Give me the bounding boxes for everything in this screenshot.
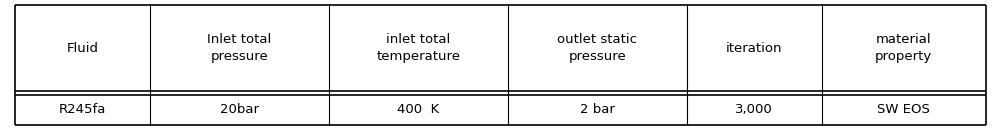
Text: inlet total
temperature: inlet total temperature <box>376 33 460 63</box>
Text: outlet static
pressure: outlet static pressure <box>558 33 638 63</box>
Text: iteration: iteration <box>726 42 783 55</box>
Text: 2 bar: 2 bar <box>580 103 615 116</box>
Text: 20bar: 20bar <box>220 103 259 116</box>
Text: SW EOS: SW EOS <box>878 103 930 116</box>
Text: Fluid: Fluid <box>67 42 98 55</box>
Text: Inlet total
pressure: Inlet total pressure <box>207 33 271 63</box>
Text: material
property: material property <box>875 33 933 63</box>
Text: 3,000: 3,000 <box>736 103 773 116</box>
Text: R245fa: R245fa <box>59 103 106 116</box>
Text: 400  K: 400 K <box>397 103 439 116</box>
